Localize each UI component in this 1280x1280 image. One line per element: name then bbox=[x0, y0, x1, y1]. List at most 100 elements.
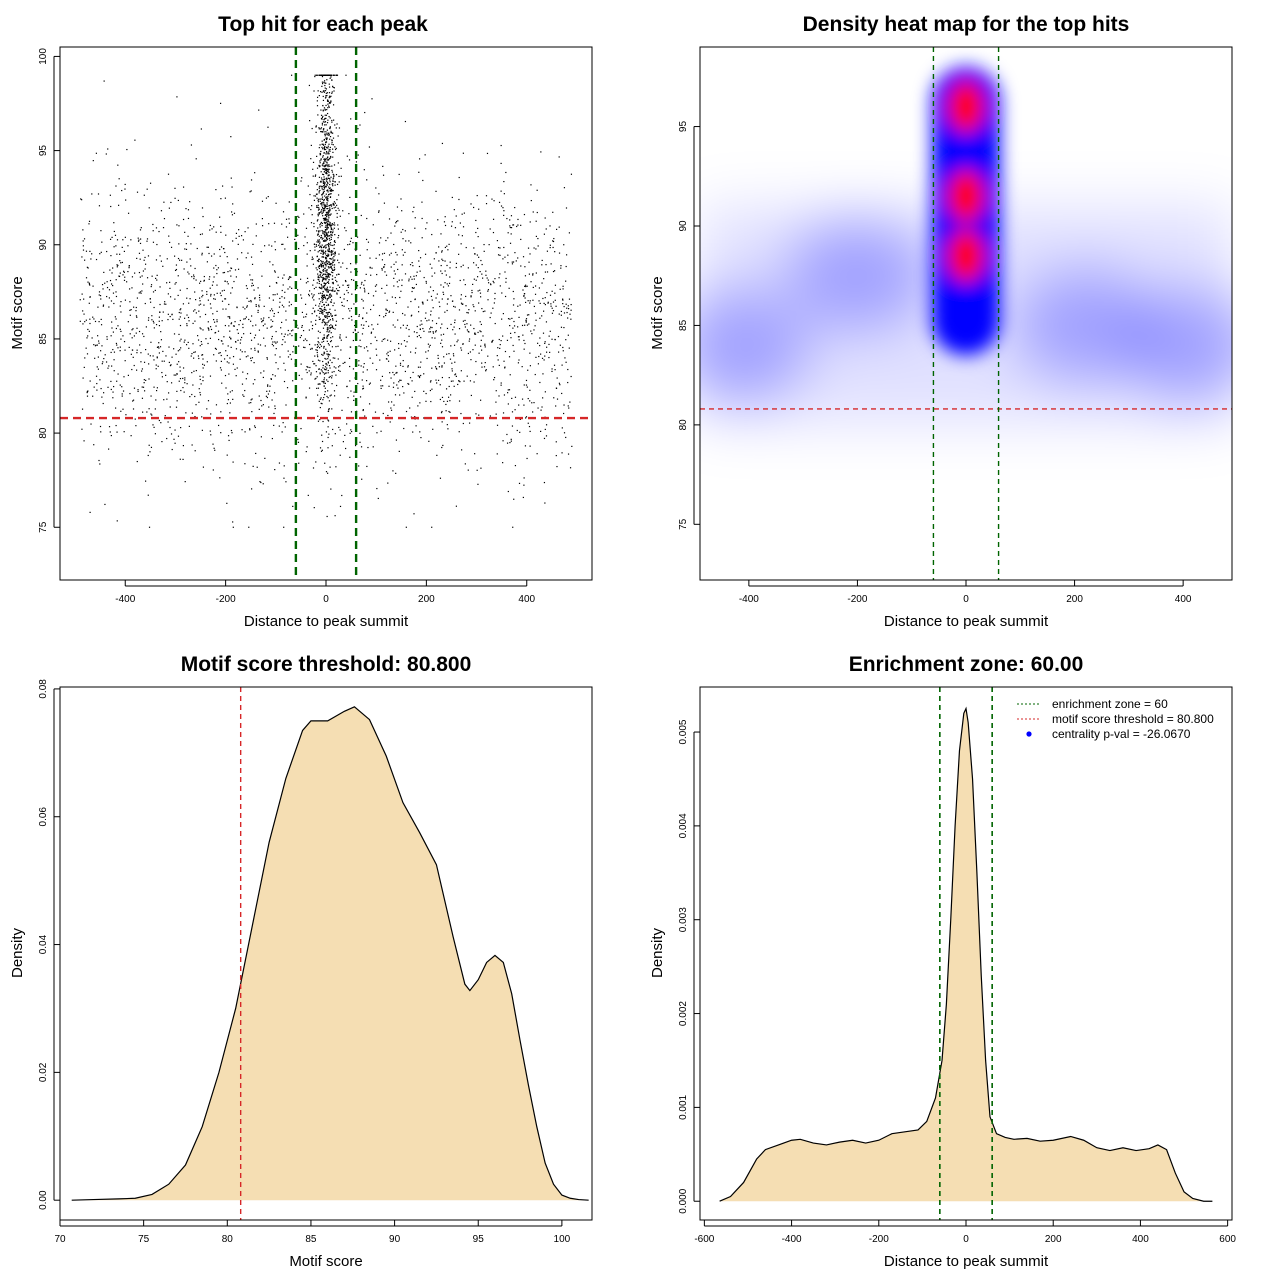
scatter-point bbox=[218, 338, 220, 341]
y-tick-label: 0.06 bbox=[38, 807, 49, 827]
scatter-point bbox=[362, 327, 364, 329]
scatter-point bbox=[436, 454, 438, 456]
scatter-point bbox=[468, 338, 471, 340]
scatter-point bbox=[432, 290, 434, 292]
scatter-point bbox=[543, 437, 546, 440]
scatter-point bbox=[224, 324, 226, 327]
scatter-point bbox=[87, 281, 89, 283]
scatter-point bbox=[169, 315, 171, 318]
scatter-point bbox=[191, 353, 193, 355]
scatter-point bbox=[529, 430, 531, 433]
scatter-point bbox=[462, 343, 464, 345]
scatter-point bbox=[165, 374, 167, 376]
scatter-point bbox=[325, 246, 327, 248]
scatter-point bbox=[306, 242, 308, 244]
scatter-point bbox=[141, 370, 143, 372]
scatter-point bbox=[267, 393, 270, 395]
scatter-point bbox=[283, 526, 285, 528]
scatter-point bbox=[534, 293, 537, 295]
scatter-point bbox=[468, 340, 470, 342]
scatter-point bbox=[549, 225, 551, 227]
scatter-point bbox=[91, 253, 93, 255]
scatter-point bbox=[338, 273, 340, 275]
scatter-point bbox=[323, 219, 325, 221]
scatter-point bbox=[362, 385, 364, 387]
scatter-point bbox=[418, 260, 420, 262]
scatter-point bbox=[567, 305, 569, 307]
scatter-point bbox=[316, 269, 318, 271]
scatter-point bbox=[199, 391, 201, 394]
scatter-point bbox=[330, 230, 332, 233]
scatter-point bbox=[517, 218, 519, 221]
scatter-point bbox=[168, 361, 170, 364]
scatter-point bbox=[210, 307, 212, 309]
scatter-point bbox=[441, 365, 443, 367]
scatter-point bbox=[161, 440, 163, 443]
scatter-point bbox=[206, 246, 208, 248]
scatter-point bbox=[233, 212, 236, 214]
scatter-point bbox=[390, 407, 392, 409]
scatter-point bbox=[438, 301, 440, 303]
scatter-point bbox=[511, 261, 513, 263]
scatter-point bbox=[321, 353, 323, 356]
scatter-point bbox=[330, 267, 333, 269]
scatter-point bbox=[215, 325, 217, 327]
scatter-point bbox=[507, 389, 509, 391]
scatter-point bbox=[333, 201, 336, 203]
scatter-point bbox=[429, 263, 431, 265]
scatter-point bbox=[166, 258, 168, 260]
scatter-point bbox=[306, 339, 308, 342]
scatter-point bbox=[159, 255, 161, 257]
scatter-point bbox=[528, 425, 531, 428]
scatter-point bbox=[119, 253, 121, 255]
scatter-point bbox=[224, 374, 227, 377]
scatter-point bbox=[310, 158, 312, 160]
scatter-point bbox=[329, 127, 331, 129]
scatter-point bbox=[283, 362, 285, 364]
scatter-point bbox=[485, 195, 488, 197]
scatter-point bbox=[468, 309, 470, 311]
scatter-point bbox=[227, 271, 229, 273]
panel-heatmap: Density heat map for the top hits -400 -2… bbox=[649, 13, 1233, 630]
scatter-point bbox=[321, 265, 323, 267]
scatter-point bbox=[334, 314, 336, 317]
scatter-point bbox=[360, 283, 363, 285]
scatter-point bbox=[517, 305, 519, 307]
scatter-point bbox=[326, 329, 328, 331]
scatter-point bbox=[514, 464, 517, 467]
scatter-point bbox=[385, 239, 387, 242]
scatter-point bbox=[329, 367, 331, 369]
scatter-point bbox=[242, 371, 244, 373]
scatter-point bbox=[316, 241, 318, 243]
scatter-point bbox=[487, 279, 489, 281]
scatter-point bbox=[425, 280, 427, 283]
scatter-point bbox=[129, 314, 131, 316]
scatter-point bbox=[378, 193, 380, 195]
scatter-point bbox=[159, 303, 161, 306]
scatter-point bbox=[358, 315, 360, 317]
scatter-point bbox=[272, 374, 274, 376]
scatter-point bbox=[258, 395, 260, 397]
scatter-point bbox=[544, 342, 546, 345]
scatter-point bbox=[322, 253, 324, 256]
scatter-point bbox=[430, 295, 433, 298]
scatter-point bbox=[329, 193, 331, 195]
scatter-point bbox=[446, 309, 448, 312]
scatter-point bbox=[326, 395, 328, 398]
scatter-point bbox=[451, 300, 454, 302]
scatter-point bbox=[313, 222, 315, 225]
scatter-point bbox=[402, 359, 404, 362]
scatter-point bbox=[380, 237, 382, 239]
scatter-point bbox=[192, 322, 194, 325]
scatter-point bbox=[330, 132, 332, 134]
scatter-point bbox=[334, 184, 336, 186]
scatter-point bbox=[464, 319, 466, 322]
scatter-point bbox=[323, 218, 326, 220]
scatter-point bbox=[313, 243, 316, 245]
scatter-point bbox=[569, 467, 572, 469]
scatter-point bbox=[253, 289, 255, 291]
scatter-point bbox=[213, 267, 215, 269]
scatter-point bbox=[221, 300, 224, 302]
x-tick-label: 400 bbox=[1175, 594, 1192, 605]
scatter-point bbox=[326, 94, 328, 97]
